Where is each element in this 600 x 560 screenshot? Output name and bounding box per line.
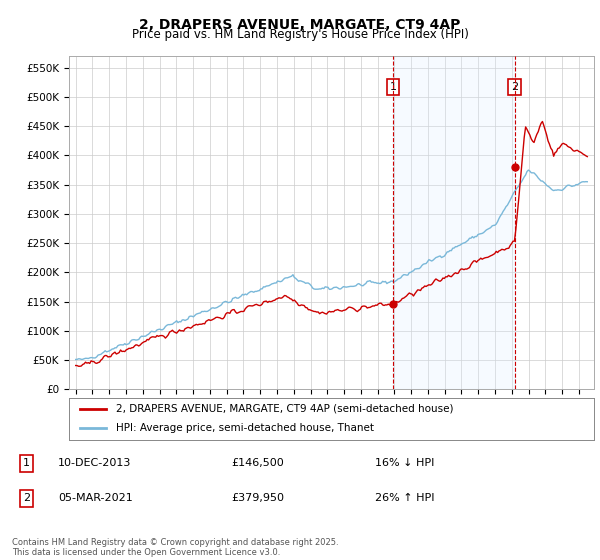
Text: 1: 1 [23, 459, 30, 468]
Text: 2: 2 [23, 493, 30, 503]
Text: £146,500: £146,500 [231, 459, 284, 468]
Text: 10-DEC-2013: 10-DEC-2013 [58, 459, 131, 468]
Text: 26% ↑ HPI: 26% ↑ HPI [375, 493, 434, 503]
Text: 05-MAR-2021: 05-MAR-2021 [58, 493, 133, 503]
Text: 16% ↓ HPI: 16% ↓ HPI [375, 459, 434, 468]
Text: 2, DRAPERS AVENUE, MARGATE, CT9 4AP: 2, DRAPERS AVENUE, MARGATE, CT9 4AP [139, 18, 461, 32]
Text: Price paid vs. HM Land Registry's House Price Index (HPI): Price paid vs. HM Land Registry's House … [131, 28, 469, 41]
Text: £379,950: £379,950 [231, 493, 284, 503]
Bar [393, 56, 515, 389]
Text: 1: 1 [389, 82, 397, 92]
Text: HPI: Average price, semi-detached house, Thanet: HPI: Average price, semi-detached house,… [116, 423, 374, 433]
Text: 2: 2 [511, 82, 518, 92]
Text: 2, DRAPERS AVENUE, MARGATE, CT9 4AP (semi-detached house): 2, DRAPERS AVENUE, MARGATE, CT9 4AP (sem… [116, 404, 454, 414]
Text: Contains HM Land Registry data © Crown copyright and database right 2025.
This d: Contains HM Land Registry data © Crown c… [12, 538, 338, 557]
